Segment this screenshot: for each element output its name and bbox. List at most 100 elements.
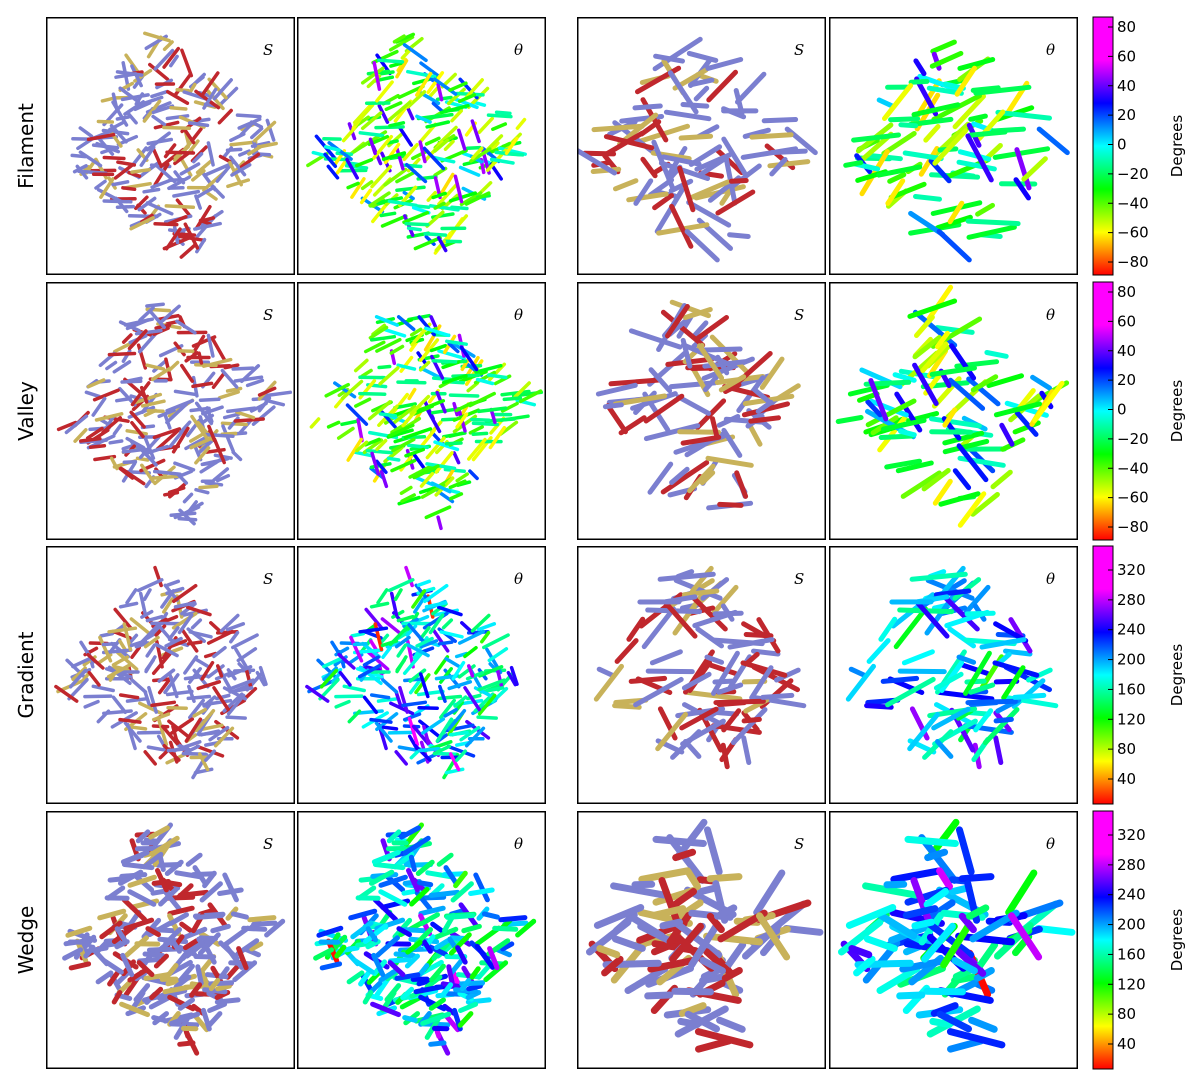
feature-stroke xyxy=(195,237,207,254)
panel-frame xyxy=(46,17,295,275)
feature-stroke xyxy=(452,96,479,110)
colorbar-tick-label: 20 xyxy=(1117,371,1136,389)
feature-stroke xyxy=(135,456,150,462)
feature-stroke xyxy=(451,660,466,681)
colorbar-tick-label: 280 xyxy=(1117,856,1146,874)
feature-stroke xyxy=(897,668,947,675)
feature-stroke xyxy=(223,363,240,370)
feature-stroke xyxy=(966,376,1001,407)
feature-stroke xyxy=(395,185,426,192)
feature-stroke xyxy=(409,394,431,416)
feature-stroke xyxy=(658,877,681,927)
feature-stroke xyxy=(955,948,987,977)
feature-stroke xyxy=(145,926,161,938)
feature-stroke xyxy=(476,622,497,632)
feature-stroke xyxy=(703,932,763,946)
feature-stroke xyxy=(118,86,141,104)
feature-stroke xyxy=(428,997,446,1011)
feature-stroke xyxy=(412,453,427,471)
colorbar: 320 280 240 200 160 120 80 40 Degrees xyxy=(1092,545,1186,805)
feature-stroke xyxy=(197,752,210,772)
feature-stroke xyxy=(379,211,397,218)
feature-stroke xyxy=(202,87,218,110)
feature-stroke xyxy=(258,665,268,686)
feature-stroke xyxy=(471,431,489,437)
feature-stroke xyxy=(624,965,669,994)
feature-stroke xyxy=(194,487,210,495)
feature-stroke xyxy=(381,725,399,731)
feature-stroke xyxy=(171,583,198,604)
feature-stroke xyxy=(888,116,921,123)
feature-stroke xyxy=(453,695,468,708)
feature-stroke xyxy=(412,464,440,480)
row-label: Gradient xyxy=(14,631,38,718)
panel: S xyxy=(577,546,826,804)
feature-stroke xyxy=(374,315,400,327)
colorbar-tick-label: −80 xyxy=(1117,253,1149,271)
feature-stroke xyxy=(354,158,374,168)
feature-stroke xyxy=(250,126,264,140)
panel-letter: θ xyxy=(1046,835,1055,853)
feature-stroke xyxy=(992,146,1051,160)
feature-stroke xyxy=(416,579,432,587)
feature-stroke xyxy=(993,735,1004,765)
feature-stroke xyxy=(586,918,632,956)
feature-stroke xyxy=(888,181,927,200)
feature-stroke xyxy=(419,428,436,448)
feature-stroke xyxy=(166,747,190,753)
feature-stroke xyxy=(257,386,277,397)
feature-stroke xyxy=(767,159,811,169)
feature-stroke xyxy=(999,422,1015,447)
panel-frame xyxy=(46,811,295,1069)
feature-stroke xyxy=(448,479,467,490)
panel: θ xyxy=(829,282,1078,540)
feature-stroke xyxy=(453,987,479,995)
feature-stroke xyxy=(204,481,224,487)
feature-stroke xyxy=(385,641,401,649)
feature-stroke xyxy=(425,120,451,129)
feature-stroke xyxy=(439,667,453,684)
feature-stroke xyxy=(111,990,123,1005)
feature-stroke xyxy=(459,725,481,742)
feature-stroke xyxy=(486,373,508,380)
feature-stroke xyxy=(880,675,920,684)
panel-letter: θ xyxy=(514,835,523,853)
feature-stroke xyxy=(472,100,487,107)
feature-stroke xyxy=(487,647,509,663)
feature-stroke xyxy=(962,723,1014,735)
feature-stroke xyxy=(415,114,432,124)
panel-letter: S xyxy=(794,41,804,59)
feature-stroke xyxy=(380,639,399,648)
feature-stroke xyxy=(446,964,455,986)
feature-stroke xyxy=(388,35,415,52)
feature-stroke xyxy=(1026,667,1053,683)
feature-stroke xyxy=(626,191,669,203)
feature-stroke xyxy=(935,214,973,231)
feature-stroke xyxy=(368,137,377,156)
feature-stroke xyxy=(447,708,467,731)
panel-frame xyxy=(829,17,1078,275)
feature-stroke xyxy=(96,709,111,724)
feature-stroke xyxy=(399,485,413,495)
feature-stroke xyxy=(188,698,205,720)
feature-stroke xyxy=(413,236,442,251)
feature-stroke xyxy=(399,355,414,373)
feature-stroke xyxy=(169,1011,201,1026)
feature-stroke xyxy=(697,343,725,381)
feature-stroke xyxy=(334,944,347,959)
feature-stroke xyxy=(935,739,954,759)
feature-stroke xyxy=(913,58,927,77)
feature-stroke xyxy=(393,588,403,601)
feature-stroke xyxy=(694,315,729,342)
feature-stroke xyxy=(107,665,132,686)
feature-stroke xyxy=(208,181,225,199)
feature-stroke xyxy=(406,90,427,109)
panel-letter: S xyxy=(263,41,273,59)
feature-stroke xyxy=(193,657,210,668)
feature-stroke xyxy=(239,121,255,137)
feature-stroke xyxy=(133,101,152,112)
feature-stroke xyxy=(912,362,939,406)
feature-stroke xyxy=(389,344,405,355)
